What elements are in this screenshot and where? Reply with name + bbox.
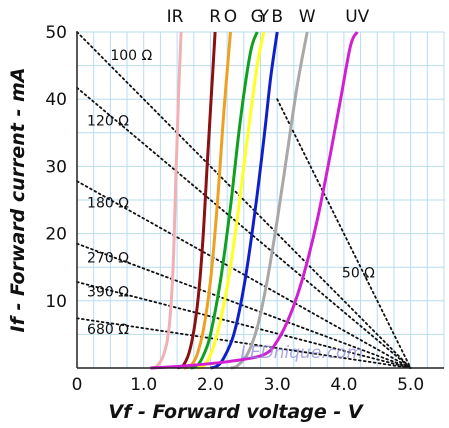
y-axis-title: If - Forward current - mA — [7, 68, 29, 333]
x-tick-label: 4.0 — [330, 375, 357, 395]
series-label-w: W — [299, 7, 316, 27]
series-line-w — [230, 31, 309, 370]
series-label-r: R — [209, 7, 221, 27]
resistor-label: 50 Ω — [342, 265, 375, 281]
grid — [76, 31, 445, 369]
tick-labels: 0 1.0 2.0 3.0 4.0 5.0 10 20 30 40 50 — [45, 23, 424, 395]
series-label-uv: UV — [345, 7, 369, 27]
series-labels: IR R O GY B W UV — [167, 7, 370, 27]
x-tick-label: 1.0 — [130, 375, 157, 395]
series-label-g: G — [251, 7, 264, 27]
resistor-load-lines — [76, 31, 412, 369]
series-line-uv — [150, 31, 359, 370]
led-curves — [150, 31, 359, 370]
y-tick-label: 10 — [45, 292, 67, 312]
resistor-line — [76, 281, 412, 369]
x-tick-label: 5.0 — [397, 375, 424, 395]
y-tick-label: 30 — [45, 157, 67, 177]
resistor-line — [76, 86, 412, 369]
x-tick-label: 2.0 — [197, 375, 224, 395]
series-line-ir — [150, 31, 183, 370]
x-axis-title: Vf - Forward voltage - V — [108, 401, 363, 423]
resistor-label: 180 Ω — [87, 196, 129, 212]
series-label-ir: IR — [167, 7, 184, 27]
series-line-r — [176, 31, 217, 370]
resistor-label: 120 Ω — [87, 113, 129, 129]
resistor-line — [76, 242, 412, 369]
x-tick-label: 0 — [72, 375, 83, 395]
series-line-b — [210, 31, 279, 370]
resistor-line — [76, 31, 412, 369]
y-tick-label: 20 — [45, 225, 67, 245]
resistor-label: 680 Ω — [87, 322, 129, 338]
y-tick-label: 50 — [45, 23, 67, 43]
axes — [76, 32, 444, 369]
x-tick-label: 3.0 — [264, 375, 291, 395]
resistor-label: 270 Ω — [87, 251, 129, 267]
watermark: LEDnique.com — [240, 343, 363, 363]
resistor-line — [76, 317, 412, 369]
y-tick-label: 40 — [45, 90, 67, 110]
series-line-g — [190, 31, 259, 370]
series-label-b: B — [271, 7, 283, 27]
resistor-line — [76, 180, 412, 369]
resistor-label: 100 Ω — [110, 48, 152, 64]
resistor-labels: 100 Ω 120 Ω 180 Ω 270 Ω 390 Ω 680 Ω 50 Ω — [87, 48, 375, 338]
series-label-y: Y — [258, 7, 270, 27]
resistor-line — [276, 98, 412, 369]
resistor-label: 390 Ω — [87, 284, 129, 300]
series-label-o: O — [224, 7, 237, 27]
